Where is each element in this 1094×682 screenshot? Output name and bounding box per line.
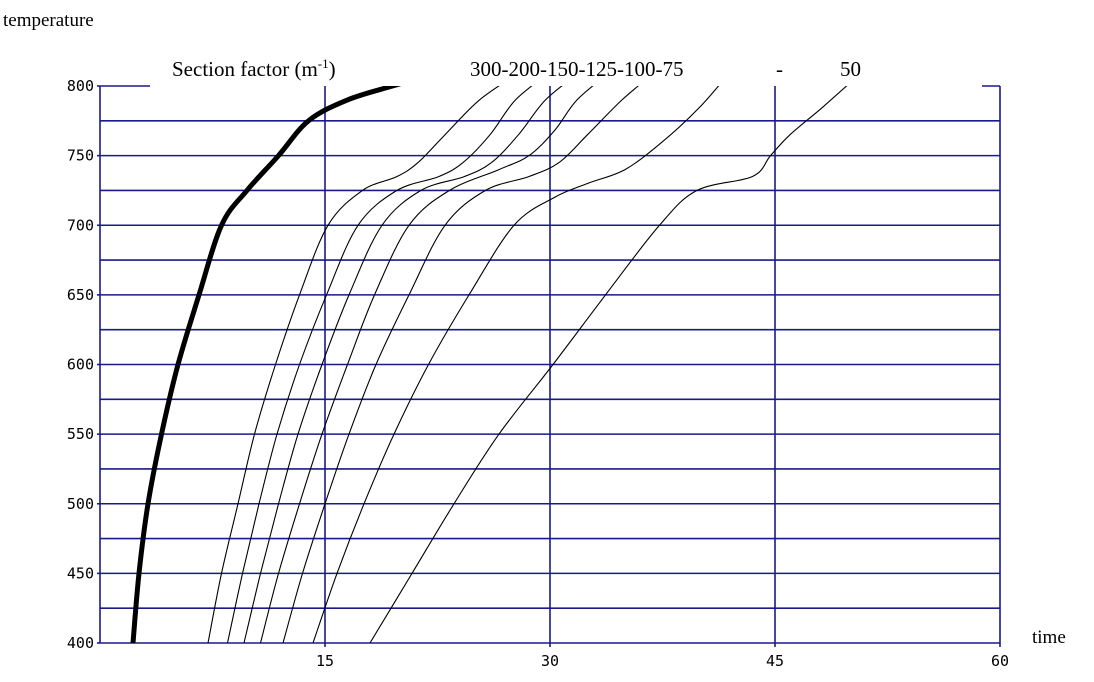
x-tick-label: 45 xyxy=(766,652,784,670)
curve-bold xyxy=(130,86,402,643)
y-tick-label: 750 xyxy=(67,147,94,165)
curve-section-factor xyxy=(259,86,594,643)
curve-section-factor xyxy=(243,86,563,643)
y-tick-labels: 400 450 500 550 600 650 700 750 800 xyxy=(67,77,100,652)
x-tick-label: 60 xyxy=(991,652,1009,670)
legend-values: 300-200-150-125-100-75 xyxy=(470,57,683,81)
y-tick-label: 650 xyxy=(67,286,94,304)
x-axis-label: time xyxy=(1032,627,1066,648)
y-tick-label: 600 xyxy=(67,356,94,374)
curve-section-factor xyxy=(312,86,720,643)
y-tick-label: 550 xyxy=(67,425,94,443)
legend: Section factor (m-1) 300-200-150-125-100… xyxy=(172,56,861,81)
curve-section-factor xyxy=(282,86,639,643)
y-tick-label: 500 xyxy=(67,495,94,513)
y-tick-label: 400 xyxy=(67,634,94,652)
y-axis-label: temperature xyxy=(3,10,94,31)
curves xyxy=(130,86,848,643)
y-tick-label: 450 xyxy=(67,564,94,582)
curve-section-factor xyxy=(207,86,500,643)
curve-section-factor xyxy=(369,86,848,643)
y-tick-label: 700 xyxy=(67,216,94,234)
legend-last-value: 50 xyxy=(840,57,861,81)
grid xyxy=(100,86,1000,643)
curve-section-factor xyxy=(226,86,533,643)
legend-closing: ) xyxy=(329,57,336,81)
x-tick-label: 30 xyxy=(541,652,559,670)
legend-superscript: -1 xyxy=(318,56,329,71)
legend-title: Section factor (m-1) xyxy=(172,56,336,81)
x-tick-label: 15 xyxy=(316,652,334,670)
x-tick-labels: 15 30 45 60 xyxy=(316,643,1009,670)
legend-dash: - xyxy=(776,57,783,81)
legend-label: Section factor (m xyxy=(172,57,318,81)
y-tick-label: 800 xyxy=(67,77,94,95)
